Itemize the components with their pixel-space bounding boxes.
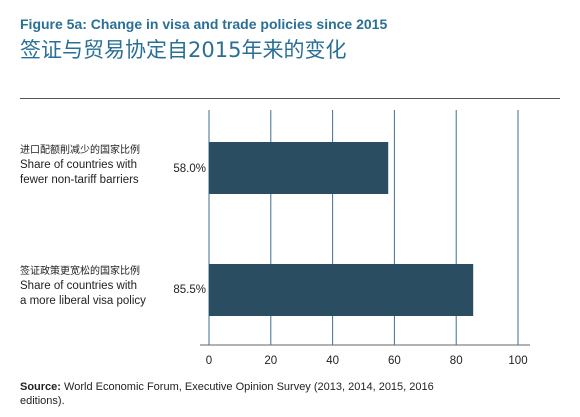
header-rule	[20, 98, 560, 99]
source-label: Source:	[20, 381, 61, 393]
category-label-visa: 签证政策更宽松的国家比例 Share of countries with a m…	[20, 264, 146, 309]
category-label-en-line1: Share of countries with	[20, 159, 137, 171]
x-tick-label: 60	[388, 355, 401, 367]
category-label-nontariff: 进口配额削减少的国家比例 Share of countries with few…	[20, 143, 140, 188]
category-label-en-line2: fewer non-tariff barriers	[20, 174, 139, 186]
source-note: Source: World Economic Forum, Executive …	[20, 380, 450, 408]
value-label-visa: 85.5%	[173, 284, 206, 296]
category-label-en-line1: Share of countries with	[20, 280, 137, 292]
source-text: World Economic Forum, Executive Opinion …	[20, 381, 434, 407]
x-tick-label: 80	[450, 355, 463, 367]
value-label-nontariff: 58.0%	[173, 163, 206, 175]
chart-title: Figure 5a: Change in visa and trade poli…	[20, 16, 388, 32]
chart-subtitle: 签证与贸易协定自2015年来的变化	[20, 38, 347, 62]
x-tick-label: 0	[206, 355, 212, 367]
category-label-en-line2: a more liberal visa policy	[20, 295, 146, 307]
bar	[209, 264, 474, 316]
x-tick-label: 100	[508, 355, 527, 367]
bar	[209, 142, 389, 194]
category-label-zh: 签证政策更宽松的国家比例	[20, 266, 140, 277]
x-tick-label: 20	[264, 355, 277, 367]
category-label-zh: 进口配额削减少的国家比例	[20, 145, 140, 156]
x-tick-label: 40	[326, 355, 339, 367]
